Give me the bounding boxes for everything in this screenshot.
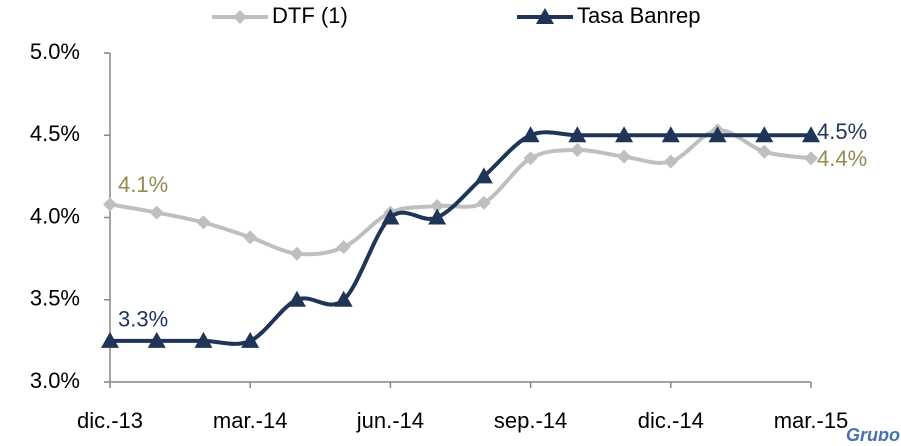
x-tick-label: dic.-14	[638, 408, 704, 433]
point	[708, 126, 727, 143]
point	[241, 331, 260, 348]
point	[336, 240, 351, 255]
point	[428, 208, 447, 225]
data-label: 4.1%	[118, 172, 168, 197]
series-line	[109, 130, 811, 346]
point	[802, 126, 820, 143]
y-tick-label: 5.0%	[30, 39, 80, 64]
point	[243, 230, 258, 245]
x-tick-label: jun.-14	[356, 408, 424, 433]
point	[101, 331, 119, 348]
x-tick-label: sep.-14	[494, 408, 567, 433]
point	[196, 215, 211, 230]
point	[430, 198, 445, 213]
x-tick-label: dic.-13	[77, 408, 143, 433]
point	[804, 151, 818, 166]
point	[476, 195, 491, 210]
legend-marker	[233, 10, 247, 24]
point	[289, 246, 304, 261]
point	[617, 149, 632, 164]
y-tick-label: 3.0%	[30, 368, 80, 393]
legend-label: Tasa Banrep	[577, 3, 701, 28]
point	[381, 208, 400, 225]
point	[287, 290, 306, 307]
point	[474, 167, 493, 184]
point	[334, 290, 353, 307]
y-tick-label: 4.0%	[30, 203, 80, 228]
point	[521, 126, 540, 143]
point	[194, 331, 213, 348]
point	[147, 331, 166, 348]
legend-label: DTF (1)	[272, 3, 348, 28]
point	[663, 154, 678, 169]
point	[149, 205, 164, 220]
point	[661, 126, 680, 143]
point	[523, 151, 538, 166]
data-label: 4.4%	[817, 146, 867, 171]
x-tick-label: mar.-15	[774, 408, 849, 433]
point	[757, 144, 772, 159]
x-tick-label: mar.-14	[213, 408, 288, 433]
data-label: 4.5%	[817, 119, 867, 144]
point	[615, 126, 634, 143]
watermark: Grupo	[846, 425, 900, 441]
point	[570, 143, 585, 158]
point	[755, 126, 774, 143]
y-tick-label: 4.5%	[30, 121, 80, 146]
point	[568, 126, 587, 143]
series-line	[109, 128, 812, 257]
data-label: 3.3%	[118, 307, 168, 332]
point	[103, 197, 117, 212]
legend-marker	[536, 8, 554, 24]
y-tick-label: 3.5%	[30, 286, 80, 311]
